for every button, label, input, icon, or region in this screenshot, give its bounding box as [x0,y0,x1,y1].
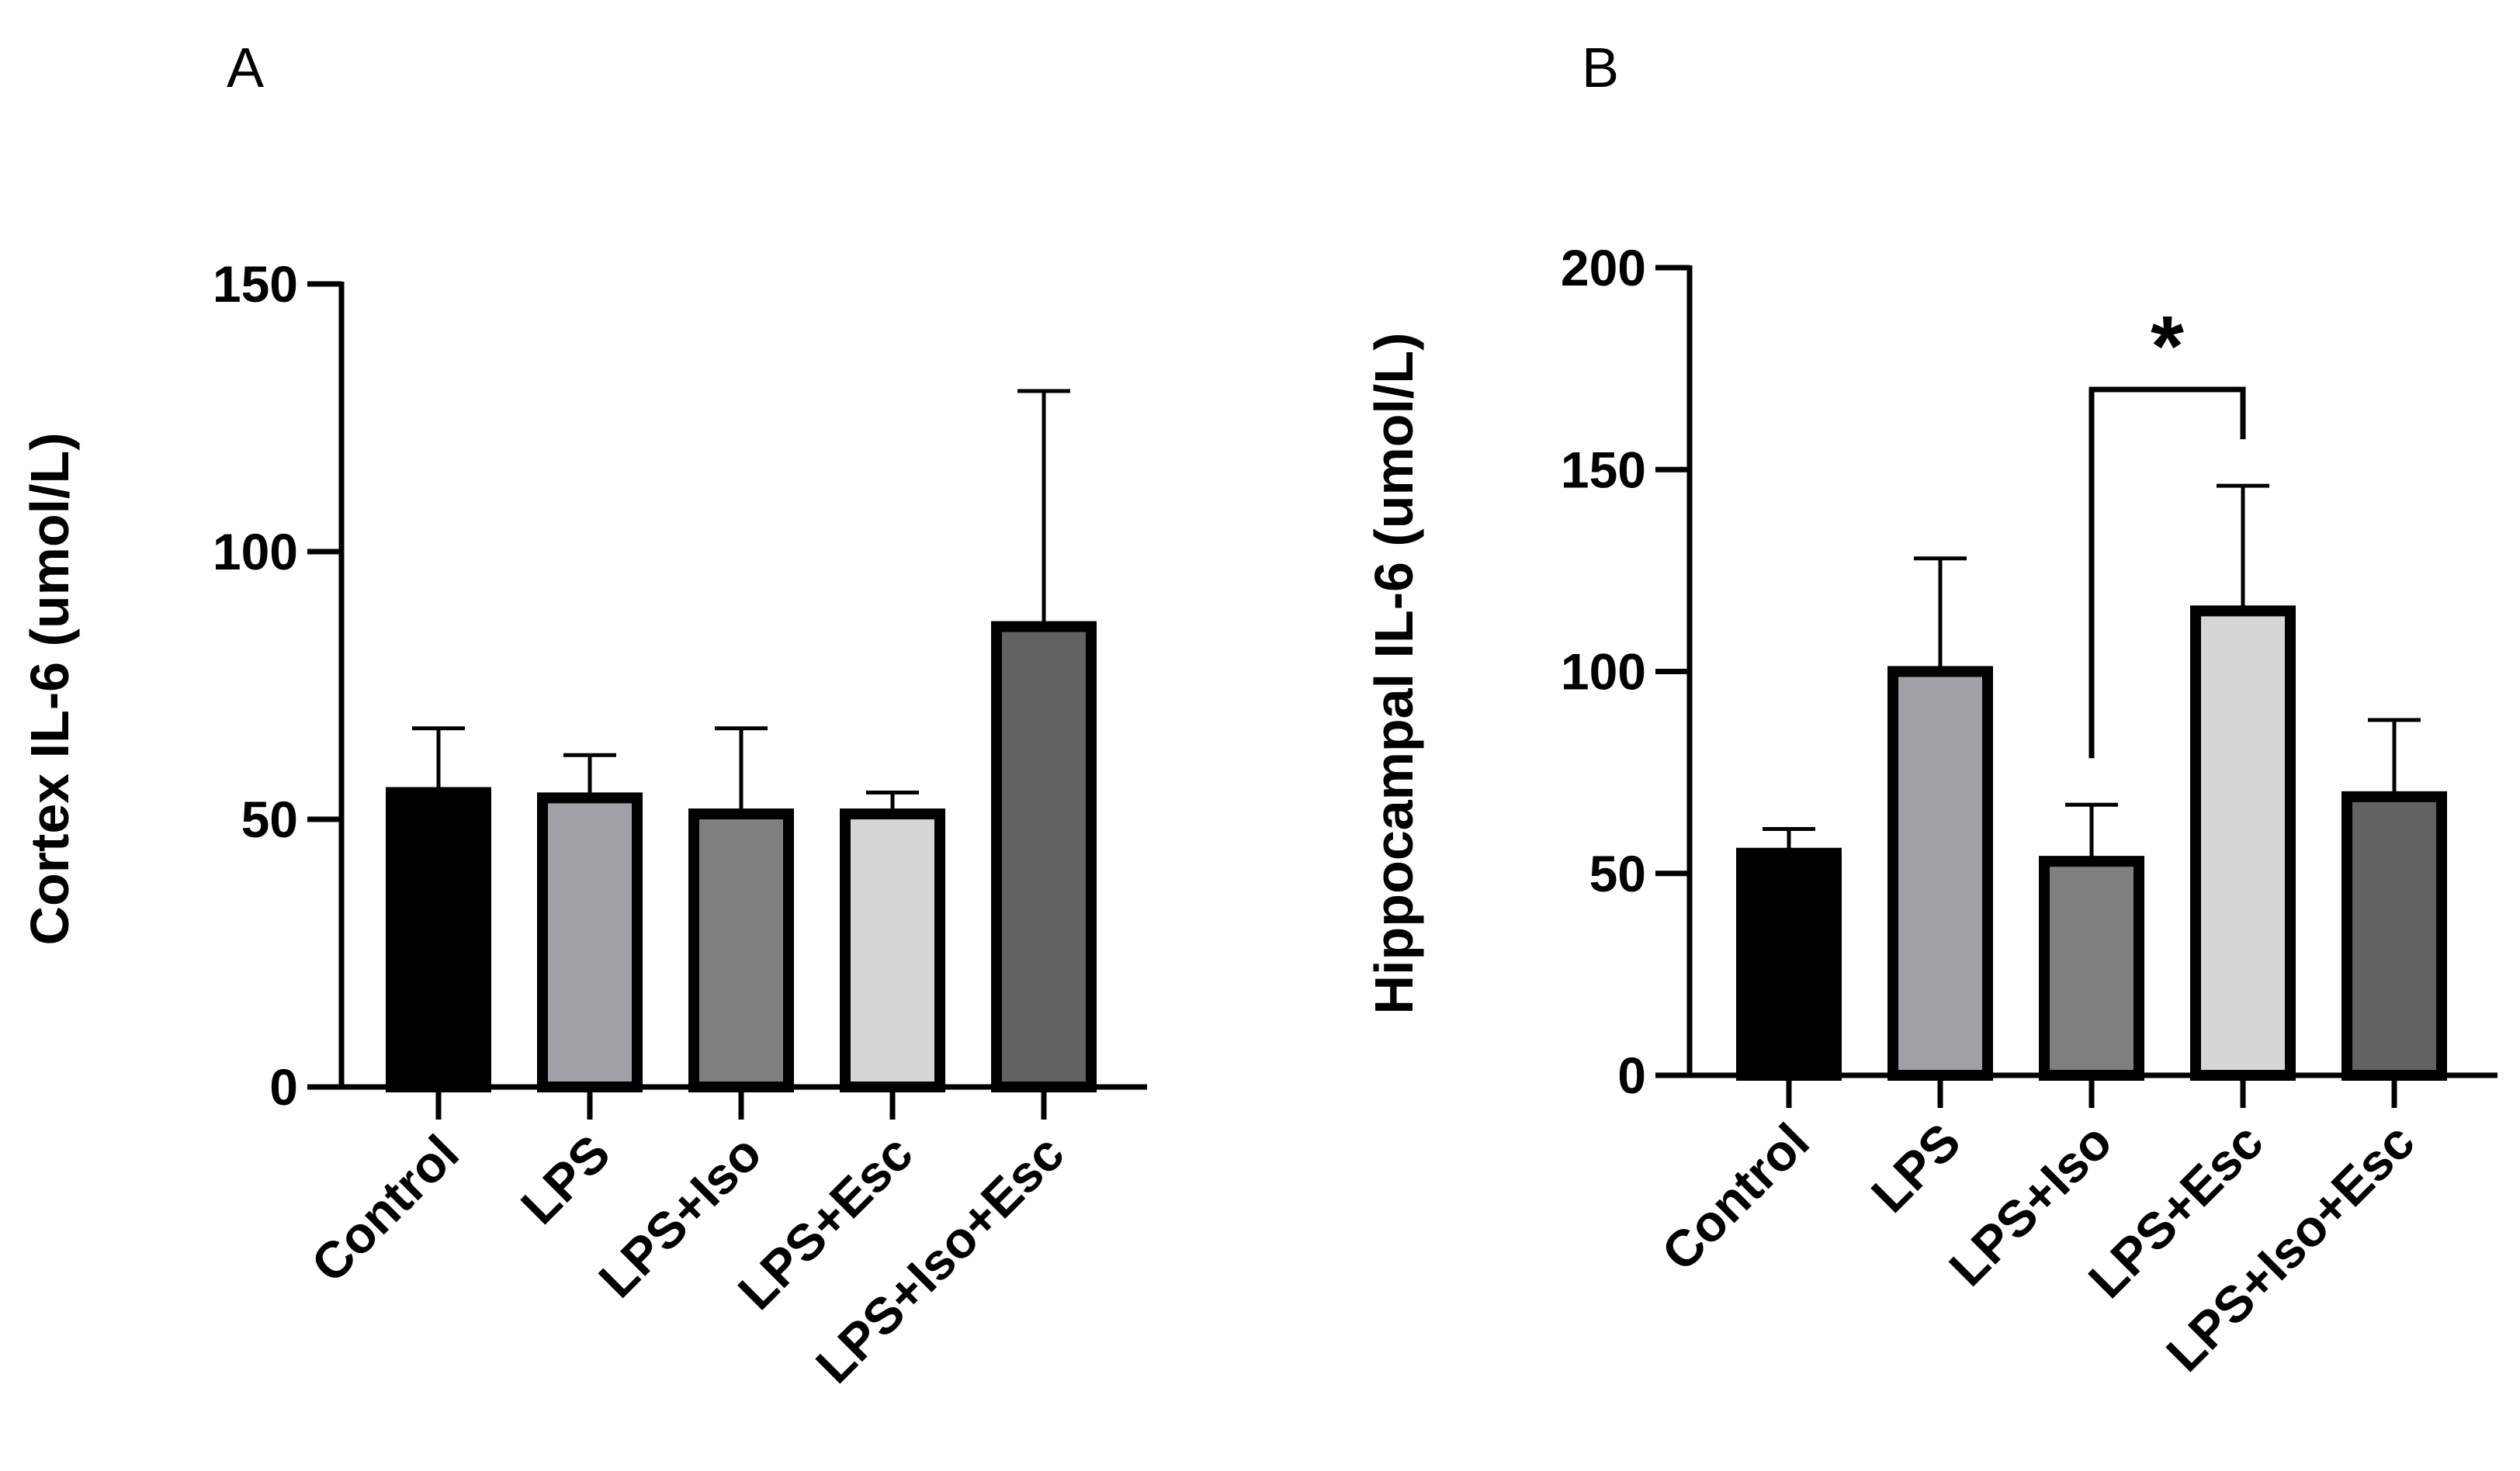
y-tick-label-4: 200 [1561,239,1646,296]
y-tick-label-2: 100 [213,523,298,580]
significance-bracket-0 [2088,386,2246,759]
x-tick-label-1: LPS [510,1124,621,1235]
bar-2 [688,808,794,1092]
y-tick-label-1: 50 [241,791,298,848]
panel-letter-b: B [1582,37,1619,99]
y-tick-label-2: 100 [1561,643,1646,701]
bar-0 [386,787,491,1092]
bar-0 [1736,847,1842,1081]
y-axis-title: Hippocampal IL-6 (umol/L) [1364,333,1424,1015]
bar-1 [1887,666,1993,1081]
bar-3 [2190,605,2296,1081]
bar-3 [840,808,945,1092]
bar-4 [2341,791,2447,1081]
y-tick-label-0: 0 [269,1058,298,1116]
y-axis-title: Cortex IL-6 (umol/L) [19,432,80,945]
x-tick-label-1: LPS [1860,1113,1971,1224]
y-tick-label-3: 150 [213,255,298,313]
x-tick-label-0: Control [300,1124,470,1293]
x-tick-label-0: Control [1651,1113,1820,1282]
bar-1 [537,792,643,1093]
y-tick-label-0: 0 [1617,1047,1646,1104]
y-tick-label-3: 150 [1561,441,1646,498]
panel-letter-a: A [227,37,264,99]
bar-2 [2039,856,2144,1081]
bar-4 [991,621,1097,1092]
significance-label-0: * [2151,299,2184,394]
y-tick-label-1: 50 [1589,845,1646,902]
